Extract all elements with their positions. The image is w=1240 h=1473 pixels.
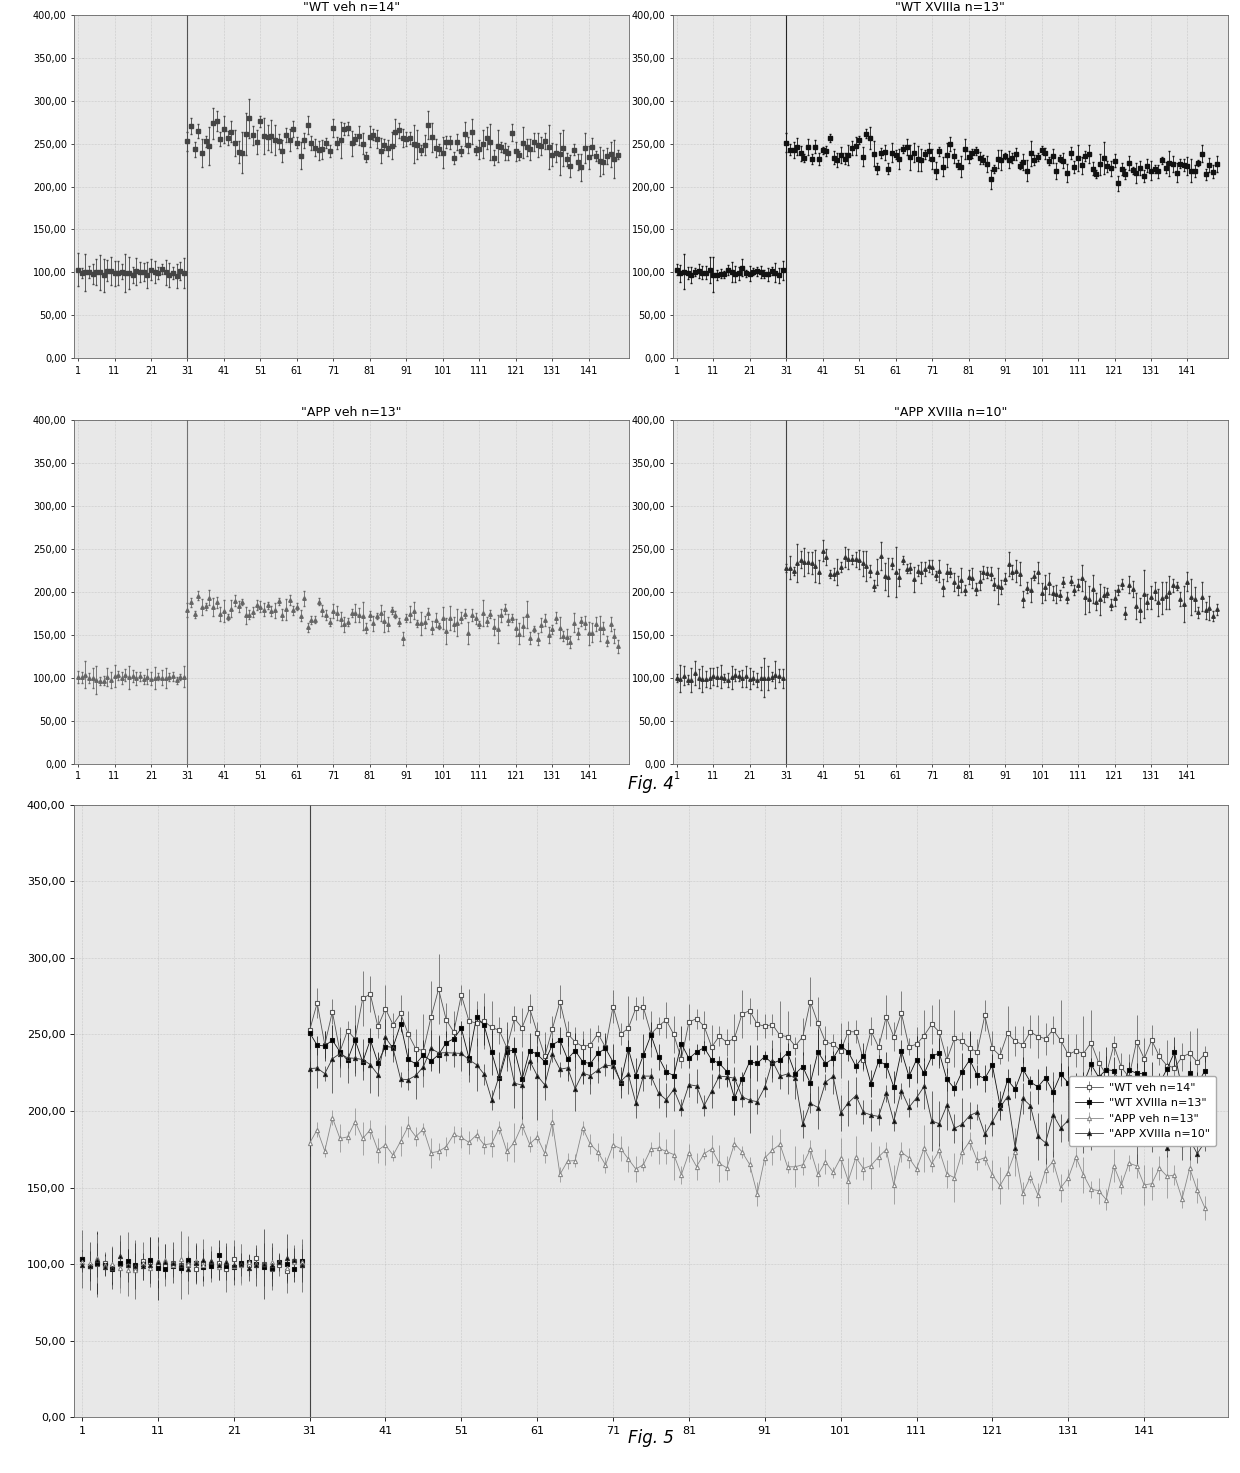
Legend: "WT veh n=14", "WT XVIIIa n=13", "APP veh n=13", "APP XVIIIa n=10": "WT veh n=14", "WT XVIIIa n=13", "APP ve… bbox=[1069, 1075, 1216, 1146]
Text: Fig. 5: Fig. 5 bbox=[629, 1429, 673, 1446]
Text: Fig. 4: Fig. 4 bbox=[629, 775, 673, 792]
Title: "WT XVIIIa n=13": "WT XVIIIa n=13" bbox=[895, 0, 1006, 13]
Title: "APP veh n=13": "APP veh n=13" bbox=[301, 407, 402, 418]
Title: "APP XVIIIa n=10": "APP XVIIIa n=10" bbox=[894, 407, 1007, 418]
Title: "WT veh n=14": "WT veh n=14" bbox=[303, 0, 401, 13]
